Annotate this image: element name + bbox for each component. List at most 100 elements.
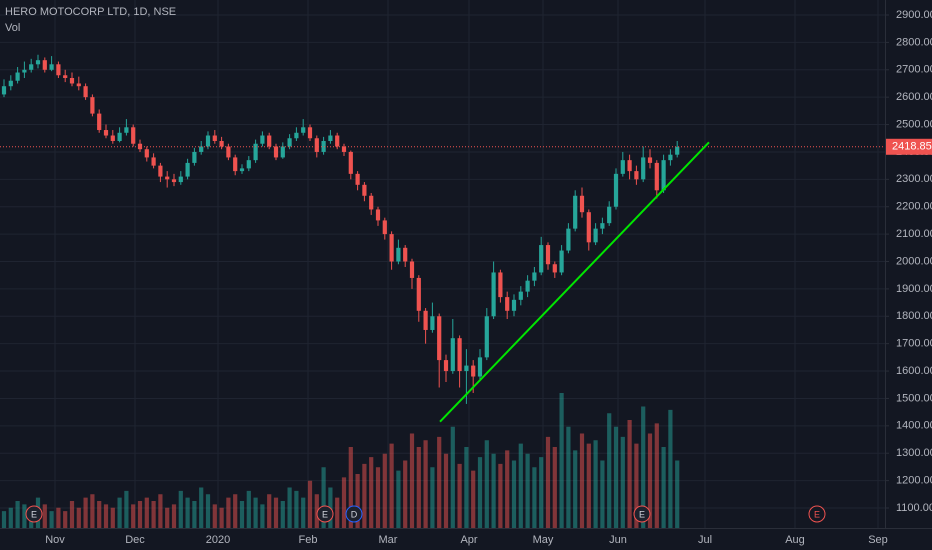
volume-bar bbox=[49, 511, 54, 528]
candle-body bbox=[566, 228, 571, 251]
volume-bar bbox=[430, 467, 435, 528]
volume-bar bbox=[443, 453, 449, 528]
y-tick-label: 2900.00 bbox=[896, 9, 932, 21]
volume-bar bbox=[294, 490, 299, 528]
volume-bar bbox=[348, 447, 353, 528]
candle-body bbox=[335, 135, 340, 147]
candle-body bbox=[552, 264, 557, 273]
volume-bar bbox=[382, 453, 387, 528]
candle-body bbox=[185, 162, 190, 177]
volume-bar bbox=[654, 423, 659, 528]
volume-bar bbox=[226, 497, 231, 528]
volume-bar bbox=[484, 440, 489, 528]
candle-body bbox=[199, 146, 204, 152]
candle-body bbox=[76, 83, 81, 87]
candle-body bbox=[341, 146, 347, 152]
x-tick-label: Jun bbox=[609, 534, 627, 546]
volume-bar bbox=[539, 457, 544, 528]
y-tick-label: 2100.00 bbox=[896, 228, 932, 240]
candle-body bbox=[654, 162, 659, 191]
volume-bar bbox=[552, 447, 557, 528]
candle-body bbox=[348, 151, 353, 174]
candle-body bbox=[280, 146, 285, 158]
candle-body bbox=[267, 135, 272, 147]
candle-body bbox=[396, 247, 401, 262]
volume-bar bbox=[559, 393, 564, 528]
candle-body bbox=[634, 171, 639, 180]
candle-body bbox=[131, 127, 136, 144]
candle-body bbox=[83, 86, 88, 98]
volume-bar bbox=[69, 501, 75, 528]
volume-bar bbox=[8, 507, 13, 528]
volume-bar bbox=[566, 426, 571, 528]
volume-bar bbox=[647, 433, 653, 528]
candle-body bbox=[239, 168, 245, 172]
volume-bar bbox=[301, 497, 306, 528]
volume-bar bbox=[641, 406, 646, 528]
x-tick-label: Mar bbox=[379, 534, 398, 546]
candle-body bbox=[457, 338, 462, 372]
volume-bar bbox=[63, 511, 68, 528]
candle-body bbox=[124, 127, 129, 133]
candle-body bbox=[1, 86, 7, 95]
volume-bar bbox=[219, 507, 224, 528]
volume-bar bbox=[607, 413, 612, 528]
candle-body bbox=[600, 223, 605, 229]
volume-bar bbox=[464, 447, 469, 528]
volume-bar bbox=[532, 467, 537, 528]
volume-bar bbox=[124, 490, 129, 528]
volume-bar bbox=[477, 457, 483, 528]
candle-body bbox=[641, 157, 646, 180]
candle-body bbox=[675, 146, 680, 155]
volume-bar bbox=[416, 447, 421, 528]
volume-bar bbox=[593, 440, 598, 528]
y-tick-label: 1900.00 bbox=[896, 283, 932, 295]
candle-body bbox=[49, 64, 54, 70]
candle-body bbox=[511, 299, 517, 311]
x-tick-label: Jul bbox=[698, 534, 712, 546]
candle-body bbox=[464, 365, 469, 372]
event-label: E bbox=[639, 509, 645, 519]
volume-bar bbox=[675, 460, 680, 528]
candle-body bbox=[423, 310, 428, 330]
candle-body bbox=[416, 277, 421, 311]
volume-bar bbox=[450, 426, 455, 528]
volume-bar bbox=[355, 474, 360, 528]
candle-body bbox=[607, 206, 612, 224]
candle-body bbox=[205, 135, 211, 147]
candle-body bbox=[226, 146, 231, 158]
volume-bar bbox=[178, 490, 183, 528]
volume-bar bbox=[525, 453, 530, 528]
candle-body bbox=[117, 132, 122, 141]
volume-bar bbox=[335, 497, 340, 528]
volume-bar bbox=[212, 504, 217, 528]
candle-body bbox=[192, 151, 197, 163]
candle-body bbox=[443, 360, 449, 372]
x-tick-label: Feb bbox=[299, 534, 318, 546]
volume-bar bbox=[97, 501, 102, 528]
candle-body bbox=[97, 113, 102, 131]
x-tick-label: Dec bbox=[125, 534, 145, 546]
candle-body bbox=[437, 316, 442, 361]
volume-bar bbox=[389, 443, 394, 528]
y-tick-label: 1300.00 bbox=[896, 447, 932, 459]
event-label: E bbox=[322, 509, 328, 519]
candle-body bbox=[233, 157, 238, 172]
candle-body bbox=[110, 135, 115, 141]
volume-bar bbox=[185, 497, 190, 528]
volume-bar bbox=[586, 443, 591, 528]
candle-body bbox=[273, 146, 279, 158]
y-tick-label: 1800.00 bbox=[896, 310, 932, 322]
volume-bar bbox=[471, 470, 476, 528]
volume-bar bbox=[375, 467, 381, 528]
candle-body bbox=[314, 138, 319, 152]
candle-body bbox=[491, 272, 496, 317]
candle-body bbox=[382, 220, 387, 235]
candle-body bbox=[171, 179, 177, 183]
x-tick-label: Sep bbox=[868, 534, 888, 546]
y-tick-label: 2000.00 bbox=[896, 255, 932, 267]
candle-body bbox=[539, 245, 544, 273]
x-tick-label: Aug bbox=[785, 534, 805, 546]
candle-body bbox=[22, 69, 27, 73]
